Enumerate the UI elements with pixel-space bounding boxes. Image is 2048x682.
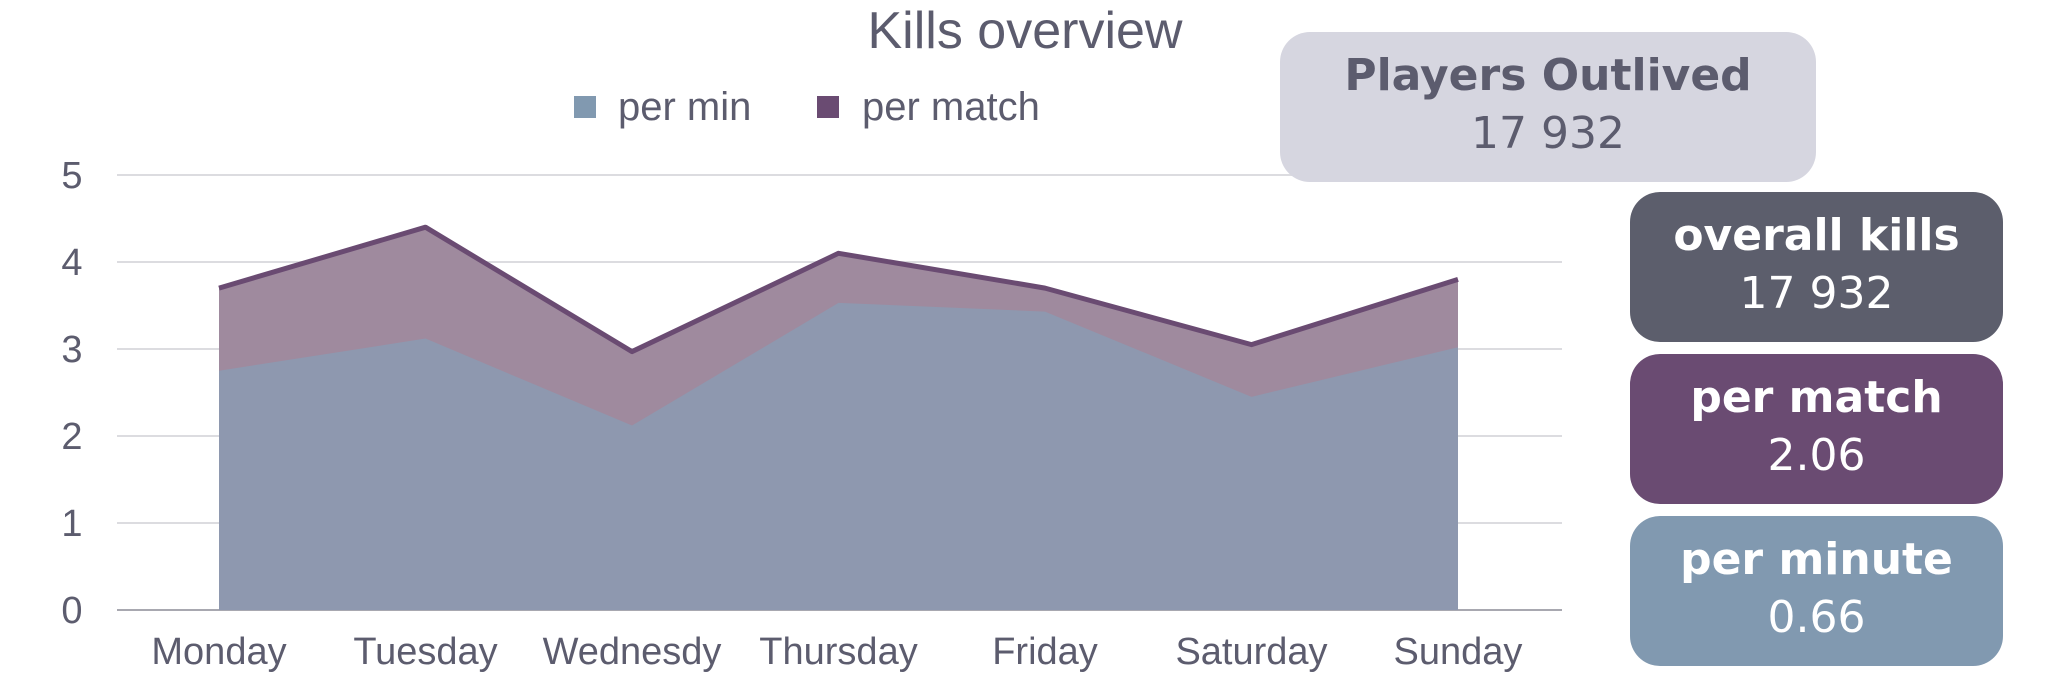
legend-label-per-min: per min bbox=[618, 85, 751, 129]
x-tick-label: Tuesday bbox=[353, 631, 497, 673]
y-tick-label: 0 bbox=[61, 590, 82, 632]
x-axis-ticks: Monday Tuesday Wednesdy Thursday Friday Satur… bbox=[151, 631, 1522, 673]
y-tick-label: 2 bbox=[61, 416, 82, 458]
per-match-label: per match bbox=[1690, 372, 1943, 423]
y-tick-label: 1 bbox=[61, 503, 82, 545]
per-minute-value: 0.66 bbox=[1767, 592, 1866, 643]
chart-areas bbox=[219, 227, 1458, 610]
x-tick-label: Friday bbox=[992, 631, 1098, 673]
x-tick-label: Monday bbox=[151, 631, 286, 673]
y-tick-label: 3 bbox=[61, 329, 82, 371]
legend-swatch-per-match bbox=[817, 96, 839, 118]
per-minute-label: per minute bbox=[1680, 534, 1953, 585]
area-per-min bbox=[219, 302, 1458, 610]
x-tick-label: Saturday bbox=[1175, 631, 1327, 673]
overall-kills-card: overall kills 17 932 bbox=[1630, 192, 2003, 342]
y-axis-ticks: 0 1 2 3 4 5 bbox=[61, 155, 82, 632]
chart-legend: per min per match bbox=[574, 85, 1040, 129]
line-per-match bbox=[218, 224, 1459, 355]
y-tick-label: 4 bbox=[61, 242, 82, 284]
per-match-card: per match 2.06 bbox=[1630, 354, 2003, 504]
chart-lines bbox=[218, 224, 1459, 355]
chart-title: Kills overview bbox=[868, 2, 1183, 60]
legend-swatch-per-min bbox=[574, 96, 596, 118]
legend-label-per-match: per match bbox=[862, 85, 1040, 129]
per-minute-card: per minute 0.66 bbox=[1630, 516, 2003, 666]
overall-kills-value: 17 932 bbox=[1739, 268, 1894, 319]
overall-kills-label: overall kills bbox=[1673, 210, 1960, 261]
y-tick-label: 5 bbox=[61, 155, 82, 197]
players-outlived-value: 17 932 bbox=[1471, 108, 1625, 159]
x-tick-label: Wednesdy bbox=[543, 631, 722, 673]
x-tick-label: Thursday bbox=[759, 631, 917, 673]
players-outlived-card: Players Outlived 17 932 bbox=[1280, 32, 1816, 182]
x-tick-label: Sunday bbox=[1394, 631, 1523, 673]
players-outlived-label: Players Outlived bbox=[1344, 50, 1752, 101]
per-match-value: 2.06 bbox=[1767, 430, 1866, 481]
